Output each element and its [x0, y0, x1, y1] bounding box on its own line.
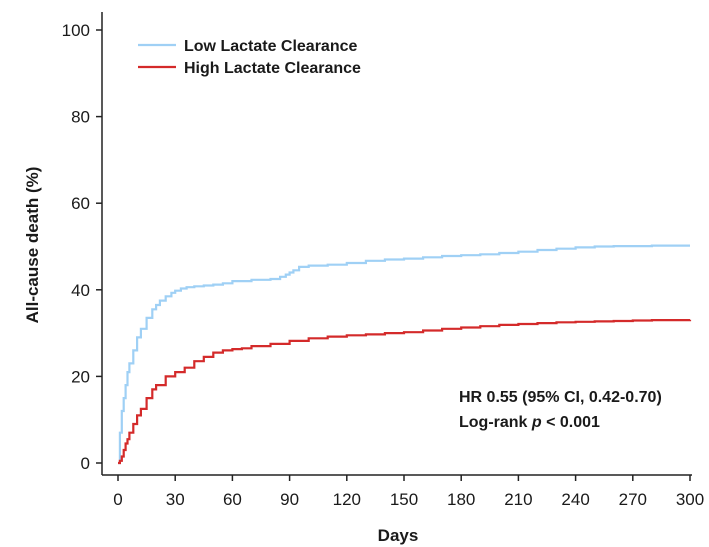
x-tick-label: 270: [619, 490, 647, 509]
axes: [101, 12, 692, 476]
x-tick-label: 30: [166, 490, 185, 509]
log-rank-prefix: Log-rank: [459, 414, 532, 431]
y-tick-label: 40: [71, 281, 90, 300]
y-tick-label: 100: [62, 21, 90, 40]
x-tick-label: 150: [390, 490, 418, 509]
legend-label: High Lactate Clearance: [184, 60, 361, 77]
legend-label: Low Lactate Clearance: [184, 38, 358, 55]
y-ticks: 0 20 40 60 80 100: [62, 21, 102, 473]
legend: Low Lactate Clearance High Lactate Cleara…: [138, 38, 361, 77]
x-tick-label: 0: [113, 490, 122, 509]
series-line-low-clearance: [118, 244, 690, 465]
y-tick-label: 0: [81, 454, 90, 473]
x-tick-label: 300: [676, 490, 704, 509]
series-line-high-clearance: [118, 319, 692, 465]
log-rank-text: Log-rank p < 0.001: [459, 414, 600, 431]
y-axis-title: All-cause death (%): [23, 167, 42, 324]
y-tick-label: 80: [71, 108, 90, 127]
log-rank-p: p: [531, 414, 542, 431]
x-tick-label: 60: [223, 490, 242, 509]
x-axis-title: Days: [378, 526, 419, 545]
y-tick-label: 60: [71, 194, 90, 213]
x-tick-label: 210: [504, 490, 532, 509]
series-lines: [118, 244, 692, 465]
x-ticks: 0 30 60 90 120 150 180 210 240 270 300: [113, 475, 704, 509]
log-rank-suffix: < 0.001: [542, 414, 600, 431]
y-tick-label: 20: [71, 367, 90, 386]
x-tick-label: 240: [561, 490, 589, 509]
x-tick-label: 90: [280, 490, 299, 509]
x-tick-label: 120: [333, 490, 361, 509]
hazard-ratio-text: HR 0.55 (95% CI, 0.42-0.70): [459, 389, 662, 406]
stats-annotation: HR 0.55 (95% CI, 0.42-0.70) Log-rank p <…: [459, 389, 662, 431]
x-tick-label: 180: [447, 490, 475, 509]
